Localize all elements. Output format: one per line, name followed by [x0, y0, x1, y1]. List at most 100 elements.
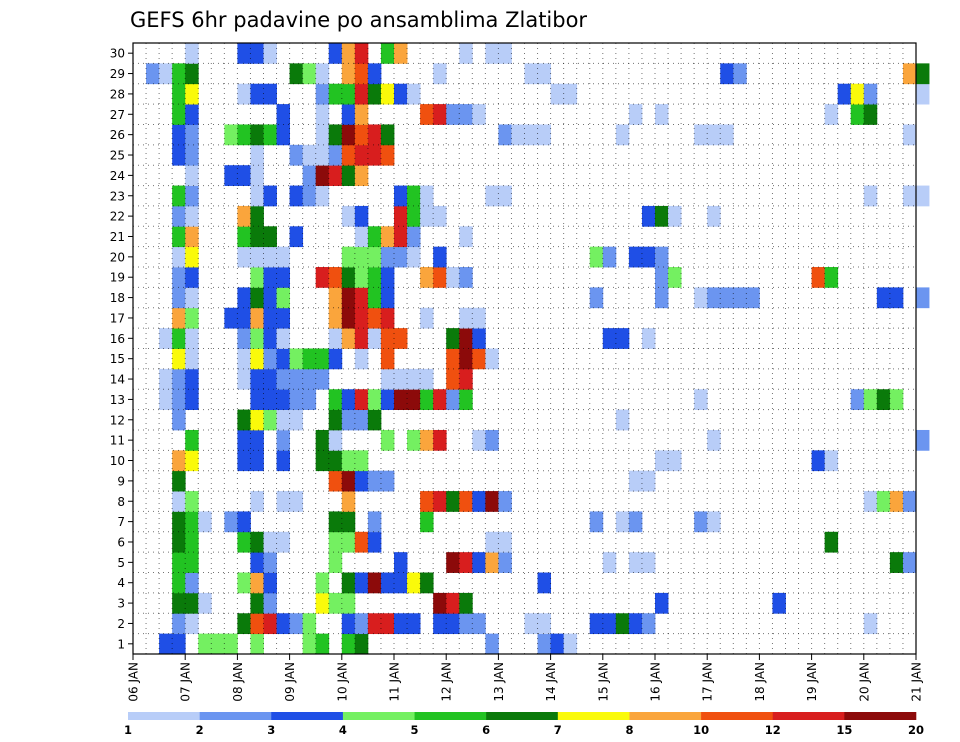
heatmap-cell: [328, 409, 343, 431]
heatmap-cell: [276, 613, 290, 635]
y-tick-label: 7: [117, 515, 125, 529]
heatmap-cell: [354, 205, 369, 227]
heatmap-cell: [863, 389, 878, 410]
heatmap-cell: [341, 246, 356, 268]
heatmap-cell: [341, 63, 356, 85]
heatmap-cell: [341, 511, 356, 533]
heatmap-cell: [394, 389, 408, 410]
heatmap-cell: [315, 63, 330, 85]
heatmap-cell: [276, 429, 290, 451]
heatmap-cell: [289, 613, 304, 635]
heatmap-cell: [159, 328, 173, 349]
heatmap-cell: [250, 572, 264, 594]
y-tick-label: 28: [110, 87, 125, 101]
heatmap-cell: [237, 531, 251, 553]
y-tick-label: 27: [110, 108, 125, 122]
y-tick-label: 11: [110, 434, 125, 448]
heatmap-cell: [172, 124, 186, 146]
colorbar-label: 5: [411, 723, 419, 737]
heatmap-cell: [354, 43, 369, 64]
heatmap-cell: [237, 83, 251, 105]
heatmap-cell: [380, 429, 395, 451]
heatmap-cell: [237, 165, 251, 186]
heatmap-cell: [472, 491, 486, 512]
heatmap-cell: [446, 267, 460, 288]
heatmap-cell: [237, 205, 251, 227]
heatmap-cell: [394, 328, 408, 349]
heatmap-cell: [394, 205, 408, 227]
heatmap-cell: [250, 328, 264, 349]
heatmap-cell: [380, 83, 395, 105]
heatmap-cell: [276, 246, 290, 268]
heatmap-cell: [380, 368, 395, 390]
heatmap-cell: [889, 491, 904, 512]
heatmap-cell: [354, 450, 369, 472]
heatmap-cell: [237, 450, 251, 472]
heatmap-cell: [694, 511, 708, 533]
heatmap-cell: [185, 267, 199, 288]
heatmap-cell: [237, 246, 251, 268]
heatmap-cell: [394, 552, 408, 573]
heatmap-cell: [341, 450, 356, 472]
y-tick-label: 5: [117, 556, 125, 570]
heatmap-cell: [902, 185, 917, 207]
heatmap-cell: [628, 470, 643, 492]
heatmap-cell: [250, 83, 264, 105]
heatmap-cell: [485, 43, 499, 64]
heatmap-cell: [472, 328, 486, 349]
colorbar-swatch: [701, 712, 774, 720]
colorbar-swatch: [271, 712, 344, 720]
heatmap-cell: [185, 389, 199, 410]
colorbar-swatch: [772, 712, 845, 720]
heatmap-cell: [328, 43, 343, 64]
heatmap-cell: [302, 368, 317, 390]
heatmap-cell: [655, 246, 669, 268]
heatmap-cell: [224, 633, 238, 655]
heatmap-cell: [341, 389, 356, 410]
heatmap-cell: [433, 205, 447, 227]
heatmap-cell: [485, 491, 499, 512]
heatmap-cell: [380, 328, 395, 349]
heatmap-cell: [407, 246, 421, 268]
heatmap-cell: [328, 450, 343, 472]
heatmap-cell: [524, 63, 538, 85]
heatmap-cell: [420, 104, 434, 125]
heatmap-cell: [328, 144, 343, 166]
heatmap-cell: [237, 226, 251, 248]
heatmap-cell: [394, 43, 408, 64]
heatmap-cell: [407, 429, 421, 451]
heatmap-cell: [263, 43, 277, 64]
heatmap-cell: [459, 368, 473, 390]
heatmap-cell: [315, 429, 330, 451]
heatmap-cell: [172, 592, 186, 614]
heatmap-cell: [916, 429, 930, 451]
y-tick-label: 29: [110, 67, 125, 81]
heatmap-cell: [315, 633, 330, 655]
heatmap-cell: [433, 104, 447, 125]
heatmap-cell: [472, 307, 486, 329]
heatmap-cell: [354, 389, 369, 410]
heatmap-cell: [172, 633, 186, 655]
heatmap-cell: [328, 429, 343, 451]
heatmap-cell: [250, 552, 264, 573]
heatmap-cell: [589, 246, 604, 268]
heatmap-cell: [824, 104, 839, 125]
heatmap-cell: [276, 409, 290, 431]
heatmap-cell: [250, 368, 264, 390]
heatmap-cell: [289, 226, 304, 248]
heatmap-cell: [250, 633, 264, 655]
heatmap-cell: [537, 633, 551, 655]
heatmap-cell: [146, 63, 160, 85]
heatmap-cell: [602, 246, 617, 268]
colorbar-swatch: [342, 712, 415, 720]
heatmap-cell: [172, 613, 186, 635]
heatmap-cell: [315, 165, 330, 186]
heatmap-cell: [315, 592, 330, 614]
heatmap-cell: [498, 185, 512, 207]
heatmap-cell: [276, 348, 290, 370]
colorbar-swatch: [486, 712, 559, 720]
heatmap-cell: [315, 104, 330, 125]
heatmap-cell: [380, 226, 395, 248]
heatmap-cell: [902, 124, 917, 146]
heatmap-cell: [863, 185, 878, 207]
